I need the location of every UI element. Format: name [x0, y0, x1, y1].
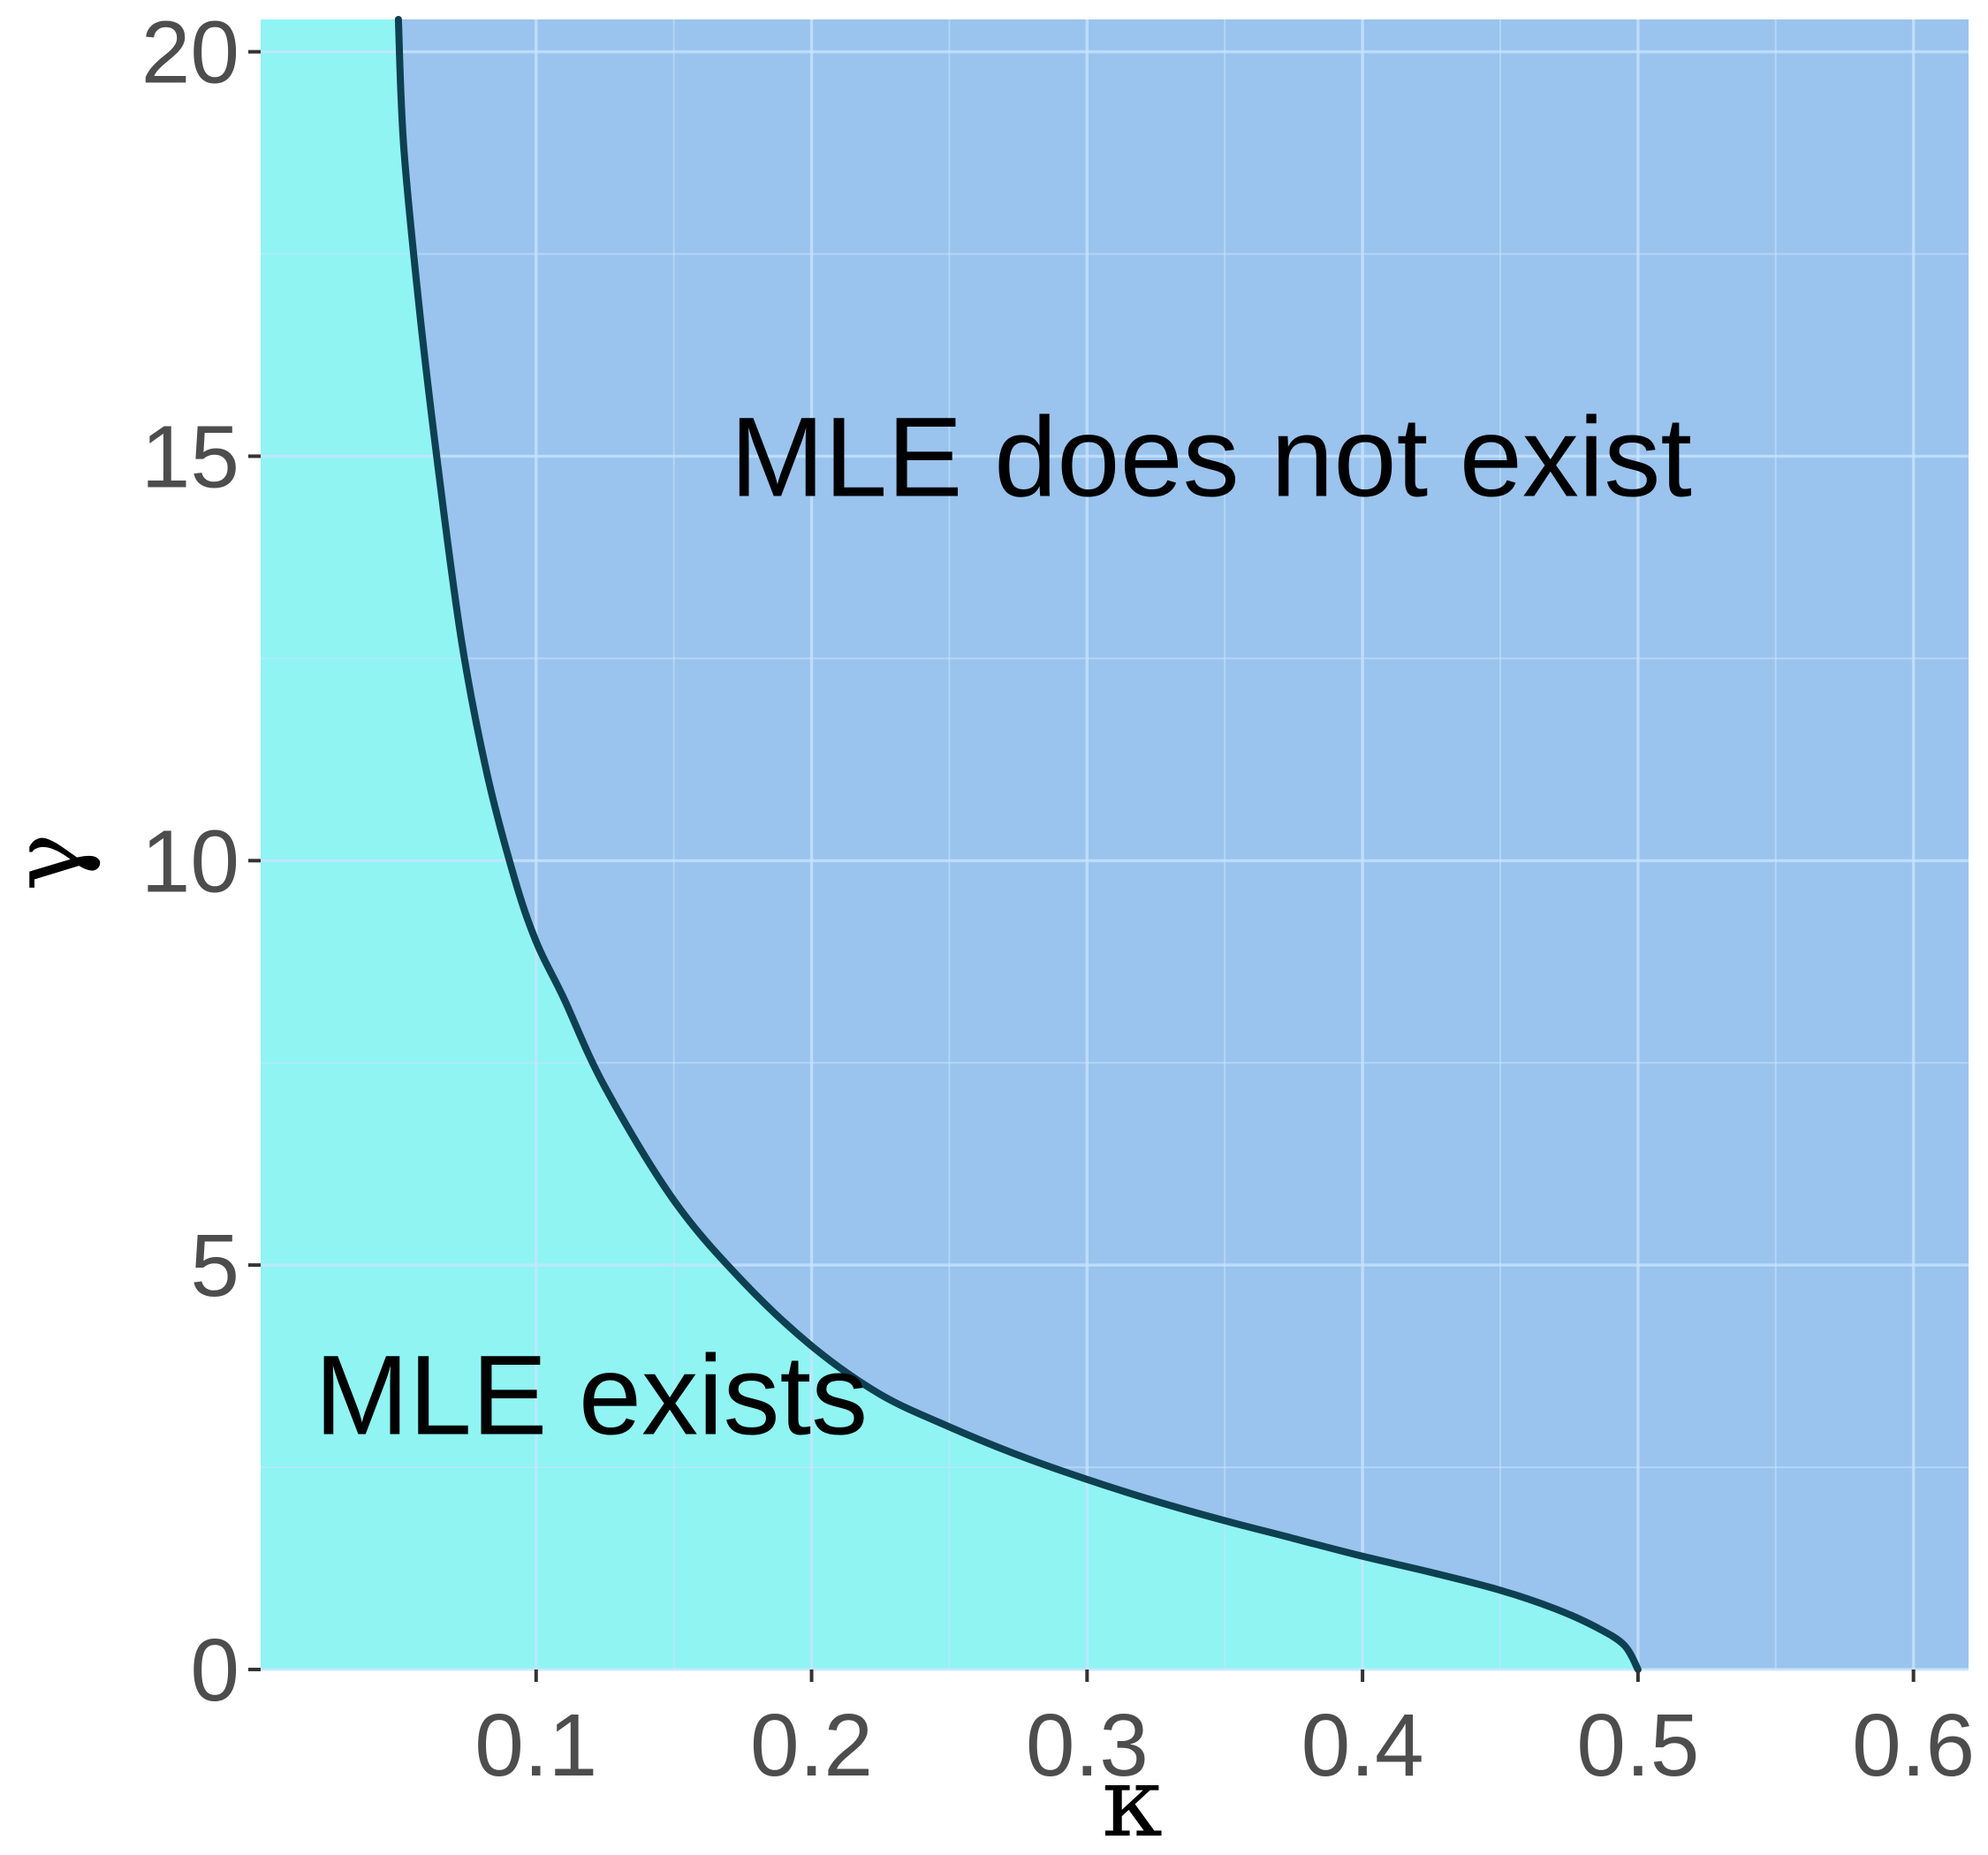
x-tick-label: 0.5	[1576, 1696, 1699, 1795]
y-tick-label: 20	[141, 4, 239, 102]
y-tick-label: 15	[141, 407, 239, 506]
y-axis-title: γ	[0, 833, 102, 891]
y-tick-label: 5	[190, 1216, 239, 1315]
x-tick-label: 0.2	[750, 1696, 873, 1795]
plot-area	[261, 16, 1969, 1673]
y-tick-label: 0	[190, 1621, 239, 1720]
x-tick-label: 0.6	[1852, 1696, 1975, 1795]
annotation-mle-not-exist: MLE does not exist	[730, 394, 1692, 520]
region-mle-exists	[261, 19, 1638, 1670]
x-tick-label: 0.4	[1301, 1696, 1424, 1795]
x-tick-label: 0.3	[1026, 1696, 1149, 1795]
x-axis-title: κ	[1102, 1745, 1163, 1855]
y-tick-label: 10	[141, 812, 239, 911]
boundary-line	[394, 16, 1642, 1673]
annotation-mle-exists: MLE exists	[315, 1333, 868, 1459]
axes: 0.1 0.2 0.3 0.4 0.5 0.6 0 5 10 15 20	[141, 4, 1975, 1795]
x-tick-label: 0.1	[474, 1696, 597, 1795]
labels: MLE does not exist MLE exists κ γ	[0, 394, 1692, 1855]
